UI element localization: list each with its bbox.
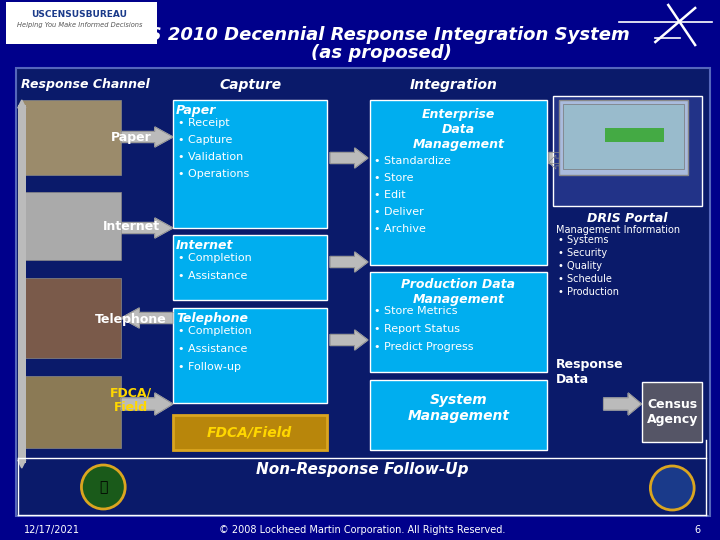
Text: • Receipt: • Receipt (178, 118, 230, 128)
Text: • Security: • Security (558, 248, 607, 258)
Text: 12/17/2021: 12/17/2021 (24, 525, 80, 535)
Text: • Completion: • Completion (178, 326, 252, 336)
Text: FDCA/Field: FDCA/Field (207, 425, 292, 439)
Text: Production Data
Management: Production Data Management (402, 278, 516, 306)
Polygon shape (603, 393, 642, 415)
Circle shape (81, 465, 125, 509)
Text: Management Information: Management Information (556, 225, 680, 235)
Polygon shape (121, 308, 173, 328)
Text: • Operations: • Operations (178, 169, 249, 179)
Text: • Assistance: • Assistance (178, 271, 247, 281)
Bar (553, 96, 702, 206)
Text: DRIS Portal: DRIS Portal (588, 212, 667, 225)
Bar (370, 100, 547, 265)
Text: • Deliver: • Deliver (374, 207, 423, 217)
Text: System
Management: System Management (408, 393, 510, 423)
Text: • Validation: • Validation (178, 152, 243, 162)
Text: Non-Response Follow-Up: Non-Response Follow-Up (256, 462, 468, 477)
Polygon shape (121, 393, 173, 415)
Text: FDCA/
Field: FDCA/ Field (110, 386, 152, 414)
Bar (16, 68, 710, 516)
Bar (173, 415, 327, 450)
Text: • Schedule: • Schedule (558, 274, 612, 284)
Text: Helping You Make Informed Decisions: Helping You Make Informed Decisions (17, 22, 142, 28)
Text: Telephone: Telephone (176, 312, 248, 325)
Bar (18, 105, 26, 463)
Bar (22, 192, 121, 260)
Bar (642, 382, 702, 442)
Polygon shape (330, 252, 368, 272)
Text: Integration: Integration (410, 78, 498, 92)
Polygon shape (549, 155, 569, 169)
Text: Internet: Internet (103, 220, 160, 233)
Polygon shape (18, 460, 26, 468)
Text: • Archive: • Archive (374, 224, 426, 234)
Bar (173, 235, 327, 300)
Circle shape (650, 466, 694, 510)
Bar (563, 104, 684, 169)
Text: Telephone: Telephone (95, 314, 167, 327)
Text: US 2010 Decennial Response Integration System: US 2010 Decennial Response Integration S… (134, 26, 630, 44)
Polygon shape (121, 127, 173, 147)
Text: (as proposed): (as proposed) (311, 44, 452, 62)
Polygon shape (121, 218, 173, 238)
Text: Response
Data: Response Data (556, 358, 624, 386)
Text: • Edit: • Edit (374, 190, 405, 200)
Text: USCENSUSBUREAU: USCENSUSBUREAU (32, 10, 127, 19)
Bar (6, 2, 157, 44)
Text: • Production: • Production (558, 287, 619, 297)
Text: • Capture: • Capture (178, 135, 233, 145)
Text: Capture: Capture (220, 78, 282, 92)
Text: Response Channel: Response Channel (21, 78, 150, 91)
Text: • Quality: • Quality (558, 261, 602, 271)
Bar (370, 272, 547, 372)
Text: • Store: • Store (374, 173, 413, 183)
Text: Paper: Paper (176, 104, 216, 117)
Text: Enterprise
Data
Management: Enterprise Data Management (413, 108, 505, 151)
Text: Internet: Internet (176, 239, 233, 252)
Polygon shape (549, 148, 569, 168)
Text: • Completion: • Completion (178, 253, 252, 263)
Bar (605, 128, 665, 142)
Bar (173, 100, 327, 228)
Text: Paper: Paper (111, 131, 151, 144)
Bar (559, 100, 688, 175)
Polygon shape (330, 330, 368, 350)
Text: • Assistance: • Assistance (178, 344, 247, 354)
Bar (22, 278, 121, 358)
Bar (173, 308, 327, 403)
Text: • Systems: • Systems (558, 235, 608, 245)
Text: 🏛: 🏛 (99, 480, 107, 494)
Text: • Store Metrics: • Store Metrics (374, 306, 457, 316)
Polygon shape (18, 100, 26, 108)
Polygon shape (330, 148, 368, 168)
Text: © 2008 Lockheed Martin Corporation. All Rights Reserved.: © 2008 Lockheed Martin Corporation. All … (219, 525, 505, 535)
Bar (370, 380, 547, 450)
Text: • Follow-up: • Follow-up (178, 362, 241, 372)
Text: • Predict Progress: • Predict Progress (374, 342, 473, 352)
Bar (22, 100, 121, 175)
Bar (22, 376, 121, 448)
Text: Census
Agency: Census Agency (647, 398, 698, 426)
Text: • Report Status: • Report Status (374, 324, 460, 334)
Text: • Standardize: • Standardize (374, 156, 451, 166)
Text: 6: 6 (694, 525, 700, 535)
